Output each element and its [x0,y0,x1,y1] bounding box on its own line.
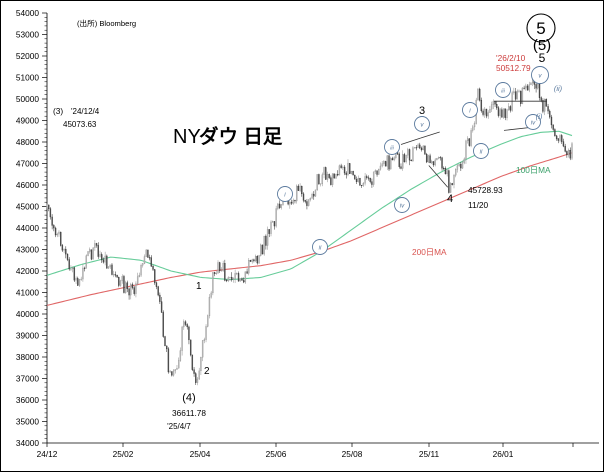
svg-text:47000: 47000 [16,159,39,169]
svg-text:45073.63: 45073.63 [63,120,97,129]
svg-text:44000: 44000 [16,223,39,233]
svg-text:46000: 46000 [16,180,39,190]
svg-text:5: 5 [536,19,545,38]
svg-text:1: 1 [196,281,202,292]
svg-text:53000: 53000 [16,30,39,40]
svg-text:3: 3 [419,105,425,117]
svg-text:'24/12/4: '24/12/4 [71,107,100,116]
svg-text:25/11: 25/11 [419,449,440,459]
svg-text:43000: 43000 [16,245,39,255]
svg-text:'25/4/7: '25/4/7 [167,422,191,431]
svg-text:48000: 48000 [16,137,39,147]
svg-text:37000: 37000 [16,374,39,384]
svg-text:36000: 36000 [16,395,39,405]
svg-text:4: 4 [447,193,453,205]
svg-text:39000: 39000 [16,331,39,341]
svg-text:2: 2 [204,366,210,377]
svg-text:NY: NY [173,126,201,148]
svg-text:26/01: 26/01 [493,449,514,459]
svg-text:11/20: 11/20 [468,200,489,210]
svg-text:(i): (i) [536,112,543,121]
svg-text:(4): (4) [182,392,195,404]
svg-text:25/08: 25/08 [342,449,363,459]
svg-text:49000: 49000 [16,116,39,126]
svg-text:52000: 52000 [16,51,39,61]
svg-text:45728.93: 45728.93 [468,185,503,195]
svg-text:34000: 34000 [16,438,39,448]
svg-text:ダウ 日足: ダウ 日足 [199,125,283,148]
svg-text:100日MA: 100日MA [516,165,551,175]
svg-text:35000: 35000 [16,417,39,427]
svg-text:36611.78: 36611.78 [172,408,206,418]
svg-text:'26/2/10: '26/2/10 [496,53,526,63]
svg-text:50000: 50000 [16,94,39,104]
svg-text:41000: 41000 [16,288,39,298]
svg-text:(ii): (ii) [554,84,563,93]
svg-text:50512.79: 50512.79 [496,63,531,73]
svg-text:25/06: 25/06 [266,449,287,459]
svg-text:45000: 45000 [16,202,39,212]
svg-text:24/12: 24/12 [37,449,58,459]
svg-text:(出所) Bloomberg: (出所) Bloomberg [77,18,136,28]
svg-text:(5): (5) [533,37,551,54]
svg-text:25/02: 25/02 [113,449,134,459]
svg-text:54000: 54000 [16,8,39,18]
svg-text:40000: 40000 [16,309,39,319]
svg-text:42000: 42000 [16,266,39,276]
svg-text:(3): (3) [53,106,63,116]
svg-text:25/04: 25/04 [190,449,211,459]
svg-text:200日MA: 200日MA [412,247,447,257]
svg-text:51000: 51000 [16,73,39,83]
svg-text:38000: 38000 [16,352,39,362]
